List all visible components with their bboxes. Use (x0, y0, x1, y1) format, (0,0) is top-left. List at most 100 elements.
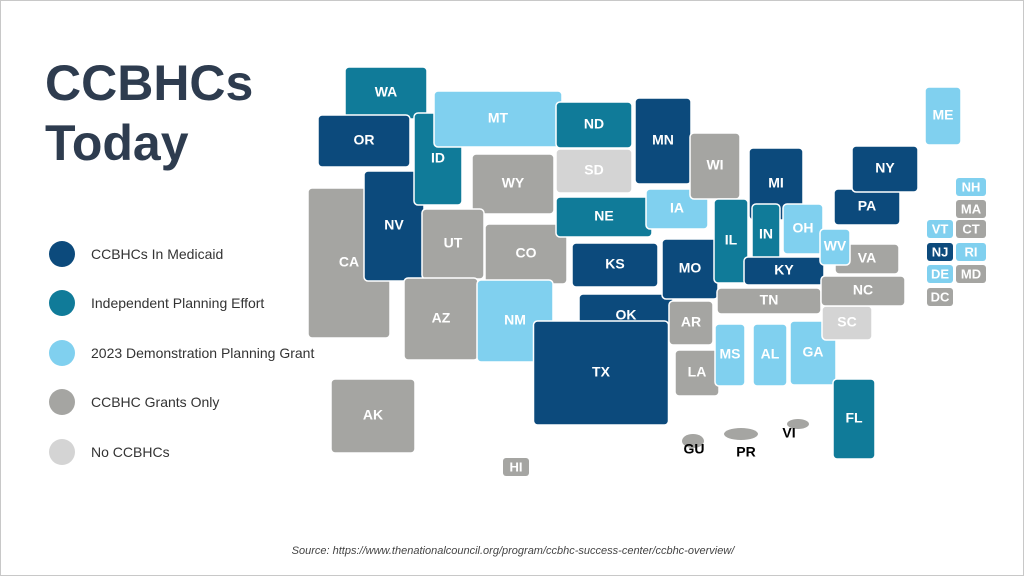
state-shape (713, 198, 749, 284)
state-label: WV (824, 238, 847, 254)
state-label: CT (962, 221, 979, 236)
territory-shape (682, 434, 704, 448)
slide-title: CCBHCs Today (45, 55, 254, 171)
legend-item: CCBHC Grants Only (49, 378, 314, 428)
legend-item: No CCBHCs (49, 427, 314, 477)
state-label: MN (652, 132, 674, 148)
state-label: DC (931, 289, 950, 304)
state-label: IN (759, 226, 773, 242)
state-label: MT (488, 110, 509, 126)
legend-label: CCBHC Grants Only (91, 394, 220, 411)
state-label: IA (670, 200, 684, 216)
state-label: CA (339, 254, 359, 270)
state-shape (924, 86, 962, 146)
state-label: PA (858, 198, 876, 214)
state-label: OR (354, 132, 375, 148)
state-tag (956, 200, 986, 218)
state-label: RI (965, 244, 978, 259)
state-shape (832, 378, 876, 460)
state-shape (752, 323, 788, 387)
state-label: NV (384, 217, 404, 233)
state-label: AK (363, 407, 383, 423)
state-shape (743, 256, 825, 286)
state-shape (571, 242, 659, 288)
legend-swatch (49, 389, 75, 416)
state-label: OK (616, 307, 637, 323)
state-tag (956, 178, 986, 196)
state-label: NC (853, 282, 873, 298)
state-label: SD (584, 162, 603, 178)
state-shape (317, 114, 411, 168)
state-label: NY (875, 160, 895, 176)
state-shape (851, 145, 919, 193)
legend-label: 2023 Demonstration Planning Grant (91, 344, 315, 361)
state-tag (927, 220, 953, 238)
territory-shape (724, 428, 758, 440)
state-label: AZ (432, 310, 451, 326)
state-label: CO (516, 245, 537, 261)
state-label: MI (768, 175, 784, 191)
state-label: NJ (932, 244, 949, 259)
state-label: WY (502, 175, 525, 191)
state-label: DE (931, 266, 949, 281)
state-label: MS (720, 346, 741, 362)
state-label: AR (681, 314, 701, 330)
state-shape (819, 228, 851, 266)
territory-label: VI (782, 425, 795, 441)
state-tag (927, 243, 953, 261)
state-tag (503, 458, 529, 476)
state-shape (330, 378, 416, 454)
state-shape (471, 153, 555, 215)
state-shape (555, 101, 633, 149)
state-label: MD (961, 266, 981, 281)
state-label: WI (706, 157, 723, 173)
state-label: NH (962, 179, 981, 194)
legend-swatch (49, 240, 75, 267)
state-shape (689, 132, 741, 200)
legend-item: 2023 Demonstration Planning Grant (49, 328, 314, 378)
legend-swatch (49, 290, 75, 317)
state-label: MO (679, 260, 702, 276)
legend-label: No CCBHCs (91, 443, 170, 460)
state-label: NM (504, 312, 526, 328)
state-label: UT (444, 235, 463, 251)
state-shape (714, 323, 746, 387)
territory-shape (787, 419, 809, 429)
state-label: VA (858, 250, 876, 266)
state-label: LA (688, 364, 707, 380)
legend-label: CCBHCs In Medicaid (91, 245, 224, 262)
state-label: OH (793, 220, 814, 236)
state-tag (927, 288, 953, 306)
state-label: ND (584, 116, 604, 132)
state-label: KY (774, 262, 794, 278)
legend-label: Independent Planning Effort (91, 295, 265, 312)
legend-swatch (49, 438, 75, 465)
state-label: KS (605, 256, 624, 272)
state-label: FL (845, 410, 863, 426)
state-label: VT (932, 221, 949, 236)
territory-label: GU (684, 441, 705, 457)
source-note: Source: https://www.thenationalcouncil.o… (291, 545, 735, 557)
state-label: NE (594, 208, 613, 224)
legend-item: Independent Planning Effort (49, 279, 314, 329)
territory-label: PR (736, 444, 755, 460)
state-label: GA (803, 344, 824, 360)
state-tag (956, 243, 986, 261)
state-tag (956, 265, 986, 283)
state-shape (555, 148, 633, 194)
state-label: AL (761, 346, 780, 362)
state-label: WA (375, 84, 398, 100)
state-label: TN (760, 292, 779, 308)
legend-item: CCBHCs In Medicaid (49, 229, 314, 279)
state-label: IL (725, 232, 738, 248)
state-label: MA (961, 201, 982, 216)
state-label: SC (837, 314, 856, 330)
state-shape (532, 320, 670, 426)
state-shape (820, 275, 906, 307)
state-label: ID (431, 150, 445, 166)
legend-swatch (49, 339, 75, 366)
state-shape (668, 300, 714, 346)
state-tag (956, 220, 986, 238)
